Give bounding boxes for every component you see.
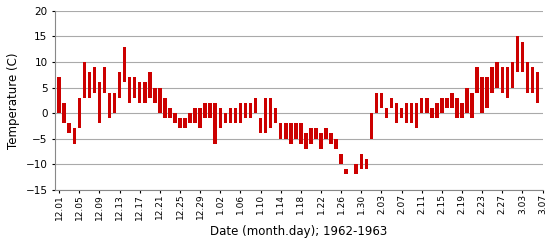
Bar xyxy=(335,138,338,149)
Bar xyxy=(480,77,484,113)
Bar xyxy=(355,164,358,174)
Bar xyxy=(395,103,398,123)
Bar xyxy=(460,103,464,118)
Bar xyxy=(506,67,509,98)
Y-axis label: Temperature (C): Temperature (C) xyxy=(7,52,20,148)
Bar xyxy=(224,113,227,123)
Bar xyxy=(264,98,268,134)
Bar xyxy=(340,154,343,164)
Bar xyxy=(425,98,428,113)
Bar xyxy=(405,103,408,123)
Bar xyxy=(445,98,449,108)
Bar xyxy=(284,123,288,138)
Bar xyxy=(470,93,474,118)
Bar xyxy=(511,62,514,87)
Bar xyxy=(420,98,423,113)
Bar xyxy=(218,108,222,128)
Bar xyxy=(168,108,172,118)
Bar xyxy=(88,72,91,98)
Bar xyxy=(213,103,217,144)
Bar xyxy=(309,128,312,144)
Bar xyxy=(133,77,136,98)
Bar xyxy=(430,108,434,118)
Bar xyxy=(400,108,403,118)
Bar xyxy=(389,98,393,108)
X-axis label: Date (month.day); 1962-1963: Date (month.day); 1962-1963 xyxy=(210,225,387,238)
Bar xyxy=(178,118,182,128)
Bar xyxy=(384,108,388,118)
Bar xyxy=(274,108,278,123)
Bar xyxy=(379,93,383,108)
Bar xyxy=(329,134,333,144)
Bar xyxy=(360,154,363,169)
Bar xyxy=(143,82,146,103)
Bar xyxy=(108,93,111,118)
Bar xyxy=(440,98,444,113)
Bar xyxy=(73,128,76,144)
Bar xyxy=(314,128,318,138)
Bar xyxy=(58,77,61,113)
Bar xyxy=(198,108,202,128)
Bar xyxy=(63,103,66,123)
Bar xyxy=(450,93,454,108)
Bar xyxy=(289,123,293,144)
Bar xyxy=(254,98,257,113)
Bar xyxy=(158,87,162,113)
Bar xyxy=(138,82,141,103)
Bar xyxy=(239,103,242,123)
Bar xyxy=(229,108,232,123)
Bar xyxy=(93,67,96,93)
Bar xyxy=(365,159,368,169)
Bar xyxy=(153,87,157,103)
Bar xyxy=(68,123,71,134)
Bar xyxy=(249,103,252,118)
Bar xyxy=(410,103,413,123)
Bar xyxy=(495,62,499,87)
Bar xyxy=(415,103,418,128)
Bar xyxy=(490,67,494,93)
Bar xyxy=(123,47,126,82)
Bar xyxy=(294,123,297,138)
Bar xyxy=(536,72,539,103)
Bar xyxy=(531,67,534,93)
Bar xyxy=(299,123,302,144)
Bar xyxy=(475,67,479,93)
Bar xyxy=(148,72,152,98)
Bar xyxy=(370,113,373,138)
Bar xyxy=(78,98,81,128)
Bar xyxy=(208,103,212,118)
Bar xyxy=(455,98,459,118)
Bar xyxy=(375,93,378,113)
Bar xyxy=(304,134,307,149)
Bar xyxy=(500,67,504,93)
Bar xyxy=(183,118,187,128)
Bar xyxy=(259,118,263,134)
Bar xyxy=(526,62,529,93)
Bar xyxy=(203,103,207,118)
Bar xyxy=(128,77,131,103)
Bar xyxy=(113,93,116,113)
Bar xyxy=(83,62,86,98)
Bar xyxy=(465,87,469,113)
Bar xyxy=(435,103,439,118)
Bar xyxy=(118,72,121,98)
Bar xyxy=(244,103,247,118)
Bar xyxy=(234,108,237,123)
Bar xyxy=(98,82,101,123)
Bar xyxy=(188,113,192,123)
Bar xyxy=(516,37,519,72)
Bar xyxy=(173,113,177,123)
Bar xyxy=(485,77,489,108)
Bar xyxy=(269,98,273,128)
Bar xyxy=(521,42,524,72)
Bar xyxy=(279,123,283,138)
Bar xyxy=(345,169,348,174)
Bar xyxy=(163,98,167,118)
Bar xyxy=(102,67,106,93)
Bar xyxy=(319,134,323,149)
Bar xyxy=(193,108,197,123)
Bar xyxy=(324,128,328,138)
